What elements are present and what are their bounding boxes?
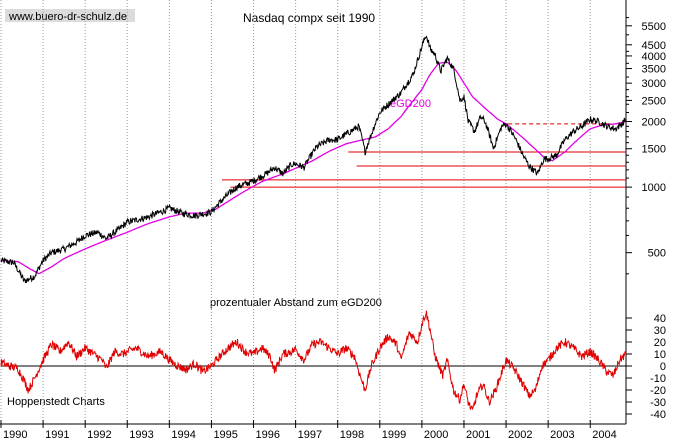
x-tick-label-1991: 1991 bbox=[45, 429, 69, 440]
main-y-tick-label-500: 500 bbox=[648, 248, 666, 260]
osc-y-tick-label--20: -20 bbox=[650, 385, 666, 397]
osc-y-tick-label-10: 10 bbox=[654, 349, 666, 361]
x-tick-label-2001: 2001 bbox=[466, 429, 490, 440]
grid-layer bbox=[0, 0, 591, 424]
website-label[interactable]: www.buero-dr-schulz.de bbox=[8, 11, 127, 23]
support-lines bbox=[221, 123, 626, 188]
x-tick-label-1990: 1990 bbox=[3, 429, 27, 440]
main-y-tick-label-2500: 2500 bbox=[642, 95, 666, 107]
main-y-tick-label-3500: 3500 bbox=[642, 64, 666, 76]
main-y-tick-label-2000: 2000 bbox=[642, 117, 666, 129]
main-y-tick-label-4000: 4000 bbox=[642, 51, 666, 63]
osc-y-tick-label-40: 40 bbox=[654, 313, 666, 325]
x-tick-label-1995: 1995 bbox=[213, 429, 237, 440]
x-tick-label-1993: 1993 bbox=[129, 429, 153, 440]
website-banner-box bbox=[5, 9, 135, 22]
x-tick-label-1998: 1998 bbox=[340, 429, 364, 440]
osc-y-tick-label-0: 0 bbox=[660, 361, 666, 373]
main-y-tick-label-1000: 1000 bbox=[642, 182, 666, 194]
series-egd200 bbox=[0, 61, 627, 275]
series-nasdaq-compx bbox=[0, 35, 627, 284]
series-abstand-egd200 bbox=[0, 310, 627, 410]
series-layer bbox=[0, 35, 627, 410]
x-tick-label-2004: 2004 bbox=[592, 429, 616, 440]
osc-y-tick-label--30: -30 bbox=[650, 397, 666, 409]
main-y-tick-label-5500: 5500 bbox=[642, 21, 666, 33]
x-tick-label-1997: 1997 bbox=[298, 429, 322, 440]
x-tick-label-1996: 1996 bbox=[256, 429, 280, 440]
osc-y-tick-label-20: 20 bbox=[654, 337, 666, 349]
x-tick-label-1992: 1992 bbox=[87, 429, 111, 440]
x-tick-label-2002: 2002 bbox=[508, 429, 532, 440]
source-label: Hoppenstedt Charts bbox=[7, 396, 105, 408]
x-tick-label-1999: 1999 bbox=[382, 429, 406, 440]
axis-layer: 1990 1991 1992 1993 1994 1995 1996 1997 1998 1999… bbox=[0, 17, 666, 440]
main-y-tick-label-3000: 3000 bbox=[642, 78, 666, 90]
x-tick-label-2003: 2003 bbox=[550, 429, 574, 440]
main-chart-title: Nasdaq compx seit 1990 bbox=[243, 11, 375, 25]
x-tick-label-2000: 2000 bbox=[424, 429, 448, 440]
main-y-tick-label-4500: 4500 bbox=[642, 40, 666, 52]
main-y-tick-label-1500: 1500 bbox=[642, 144, 666, 156]
osc-y-tick-label-30: 30 bbox=[654, 325, 666, 337]
osc-y-tick-label--40: -40 bbox=[650, 409, 666, 421]
x-tick-label-1994: 1994 bbox=[171, 429, 195, 440]
osc-y-tick-label--10: -10 bbox=[650, 373, 666, 385]
